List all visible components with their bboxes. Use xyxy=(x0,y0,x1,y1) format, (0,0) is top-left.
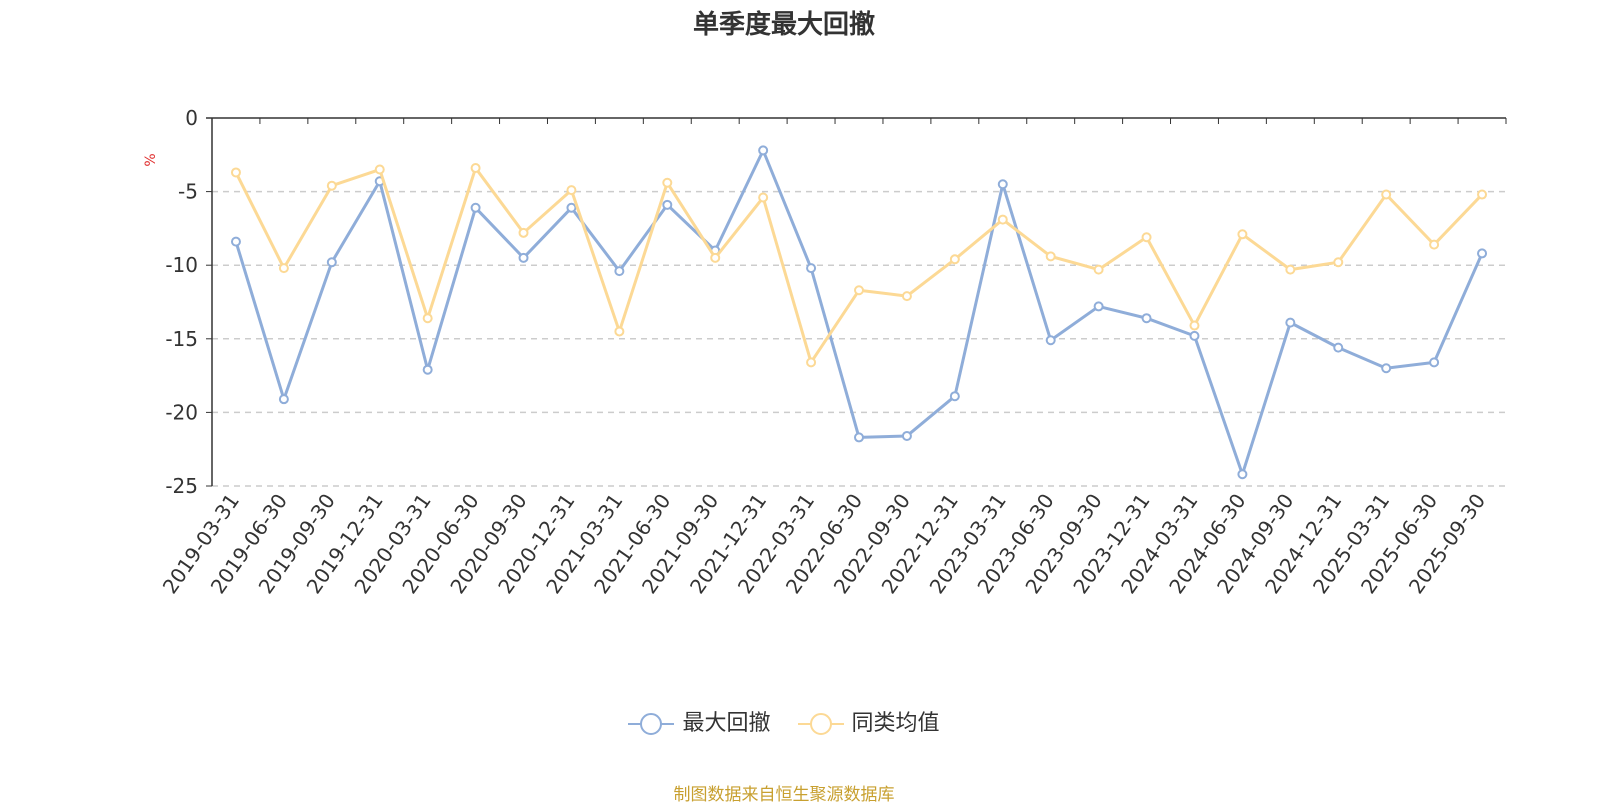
data-point xyxy=(1093,264,1104,275)
chart-title: 单季度最大回撤 xyxy=(692,10,875,40)
series-line xyxy=(234,148,1484,476)
data-point xyxy=(326,180,337,191)
y-tick-label: 0 xyxy=(185,106,198,130)
y-tick-label: -25 xyxy=(165,474,198,498)
data-point xyxy=(1429,239,1440,250)
y-tick-label: -20 xyxy=(165,400,198,424)
data-point xyxy=(470,163,481,174)
data-point xyxy=(1333,257,1344,268)
data-point xyxy=(854,285,864,296)
data-point xyxy=(1381,363,1392,374)
legend-label: 同类均值 xyxy=(851,711,940,736)
data-point xyxy=(230,236,241,247)
line-chart: 0 -5 -10 -15 -20 -25 2019-03-312019-06-302019… xyxy=(143,106,1507,598)
data-point xyxy=(1477,248,1488,259)
data-point xyxy=(566,202,577,213)
data-point xyxy=(806,357,817,368)
data-point xyxy=(566,185,577,196)
legend-item-max-drawdown[interactable]: 最大回撤 xyxy=(628,705,771,737)
data-point xyxy=(1477,189,1488,200)
data-point xyxy=(662,199,673,210)
y-tick-label: -5 xyxy=(178,180,198,204)
data-point xyxy=(1045,251,1056,262)
data-point xyxy=(230,167,241,178)
data-point xyxy=(1189,320,1200,331)
data-point xyxy=(901,291,912,302)
data-point xyxy=(326,257,337,268)
data-point xyxy=(1141,313,1152,324)
data-point xyxy=(422,313,433,324)
legend-marker-yellow xyxy=(797,713,844,735)
y-tick-label: -15 xyxy=(165,327,198,351)
source-note: 制图数据来自恒生聚源数据库 xyxy=(673,785,895,805)
x-tick-labels: 2019-03-312019-06-302019-09-302019-12-31… xyxy=(158,489,1490,598)
data-point xyxy=(806,263,817,274)
data-point xyxy=(278,394,289,405)
legend: 最大回撤 同类均值 xyxy=(0,705,1568,737)
data-point xyxy=(518,252,529,263)
series-group xyxy=(230,145,1488,480)
data-point xyxy=(1285,264,1296,275)
axes xyxy=(206,117,1507,487)
data-point xyxy=(901,430,912,441)
data-point xyxy=(1141,232,1152,243)
data-point xyxy=(1429,357,1440,368)
y-axis-label: % xyxy=(143,153,159,166)
data-point xyxy=(997,214,1008,225)
data-point xyxy=(854,432,864,443)
series-max-drawdown xyxy=(230,145,1488,480)
data-point xyxy=(1093,301,1104,312)
data-point xyxy=(1237,229,1248,240)
legend-label: 最大回撤 xyxy=(682,711,771,736)
data-point xyxy=(614,326,625,337)
data-point xyxy=(614,266,625,277)
data-point xyxy=(997,179,1008,190)
legend-marker-blue xyxy=(628,713,675,735)
data-point xyxy=(949,254,960,265)
data-point xyxy=(374,164,385,175)
data-point xyxy=(1189,330,1200,341)
data-point xyxy=(278,263,289,274)
data-point xyxy=(758,192,769,203)
data-point xyxy=(1381,189,1392,200)
data-point xyxy=(518,227,529,238)
data-point xyxy=(710,252,721,263)
data-point xyxy=(470,202,481,213)
legend-item-peer-average[interactable]: 同类均值 xyxy=(797,705,940,737)
data-point xyxy=(1333,342,1344,353)
data-point xyxy=(662,177,673,188)
series-peer-average xyxy=(230,163,1488,368)
y-tick-labels: 0 -5 -10 -15 -20 -25 xyxy=(165,106,198,498)
data-point xyxy=(422,364,433,375)
data-point xyxy=(1237,469,1248,480)
data-point xyxy=(758,145,769,156)
y-tick-label: -10 xyxy=(165,253,198,277)
data-point xyxy=(949,391,960,402)
data-point xyxy=(1045,335,1056,346)
data-point xyxy=(1285,317,1296,328)
